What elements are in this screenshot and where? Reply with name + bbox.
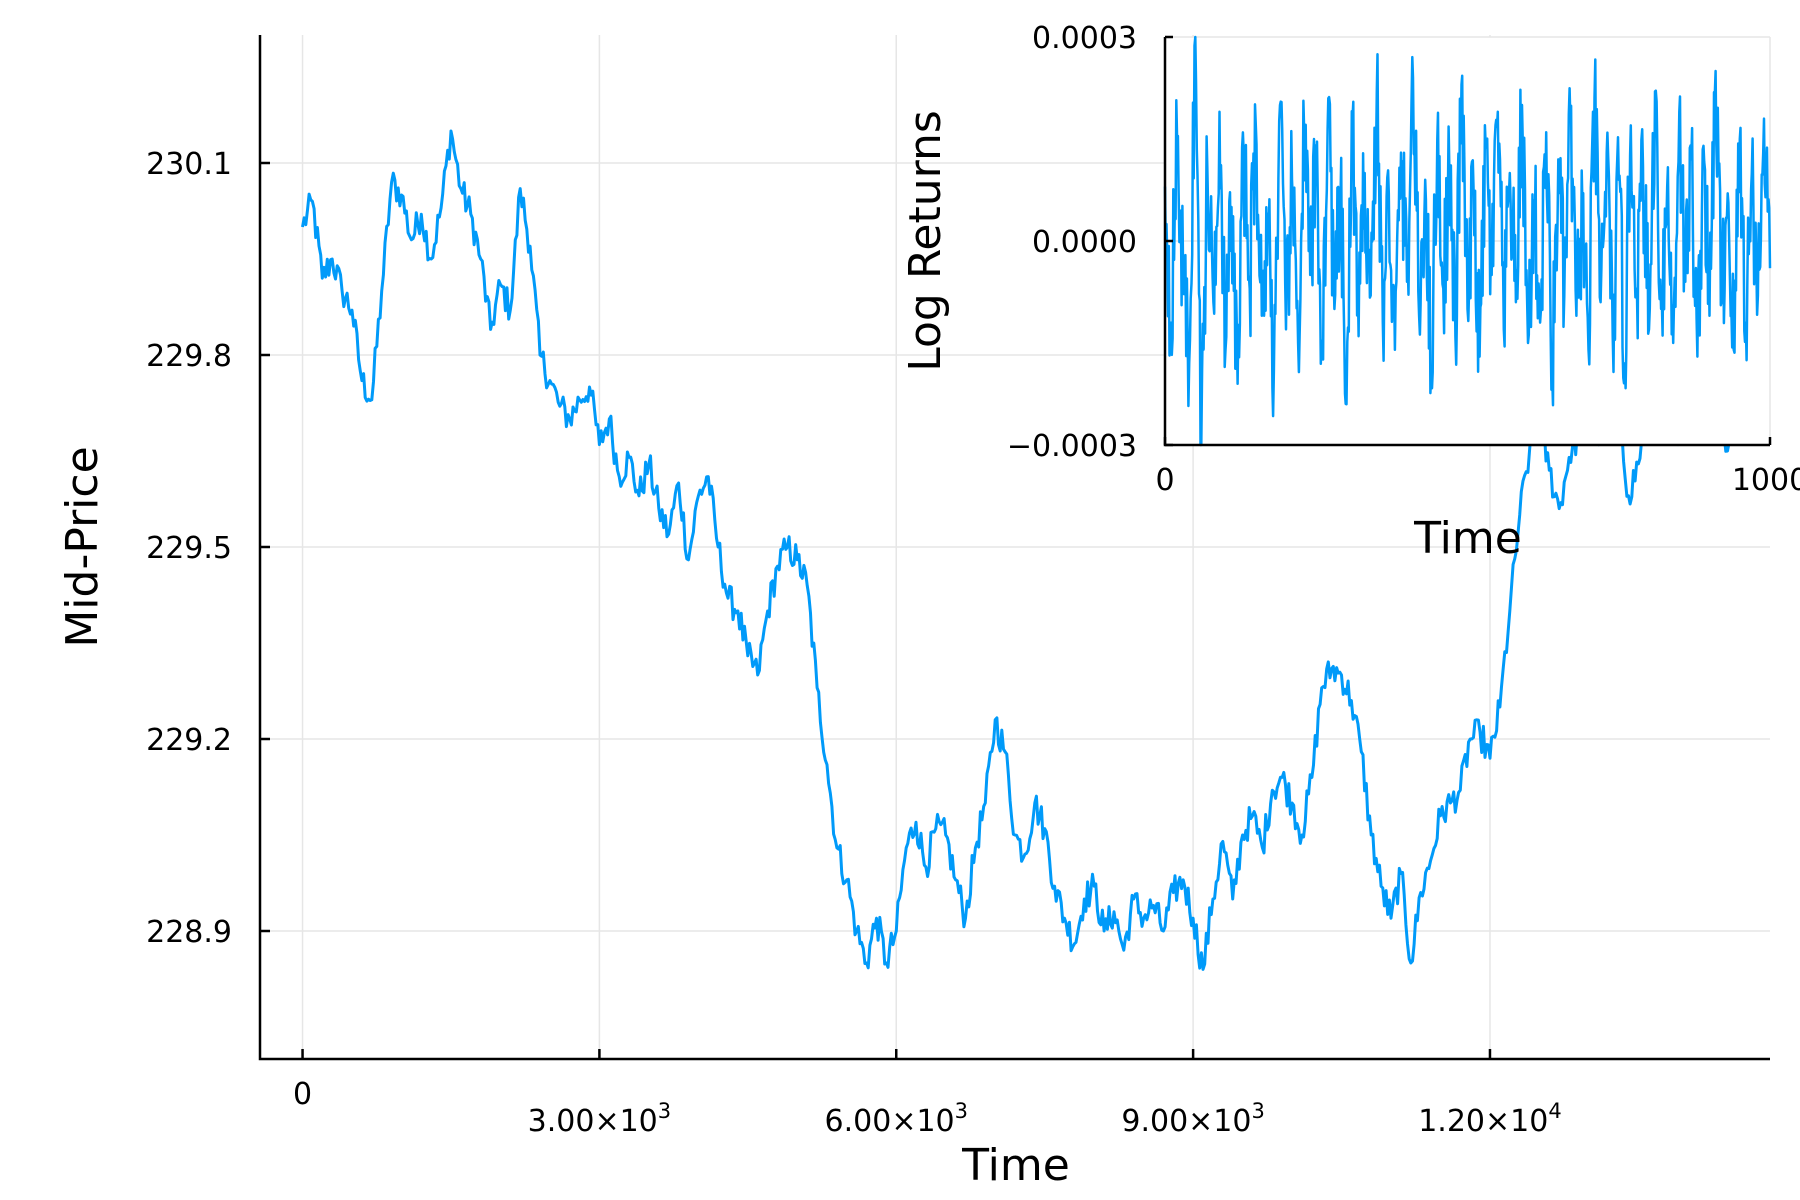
main-x-tick-exponent: 4 [1548,1099,1561,1123]
main-x-tick-label: 6.00×103 [825,1099,968,1139]
inset-returns-line [1163,35,1772,447]
main-x-tick-label: 9.00×103 [1121,1099,1264,1139]
main-y-tick-label: 229.8 [146,339,232,374]
main-x-tick-base: 3.00×10 [528,1104,658,1139]
main-x-tick-base: 9.00×10 [1121,1104,1251,1139]
main-x-tick-label: 1.20×104 [1418,1099,1561,1139]
main-x-axis-label: Time [961,1140,1070,1191]
main-y-tick-label: 229.2 [146,723,232,758]
main-x-tick-exponent: 3 [658,1099,671,1123]
inset-x-tick-label: 1000 [1732,463,1800,498]
main-y-ticks: 228.9 229.2 229.5 229.8 230.1 [146,147,270,950]
inset-x-ticks: 0 1000 [1155,437,1800,498]
inset-y-tick-label: 0.0003 [1032,21,1137,56]
main-price-line [301,129,1769,971]
main-y-tick-label: 229.5 [146,531,232,566]
main-y-tick-label: 228.9 [146,915,232,950]
inset-x-axis-label: Time [1413,513,1522,564]
main-x-tick-base: 1.20×10 [1418,1104,1548,1139]
inset-y-tick-label: −0.0003 [1007,429,1137,464]
inset-x-tick-label: 0 [1155,463,1174,498]
main-x-tick-label: 0 [293,1077,312,1112]
main-y-axis-label: Mid-Price [57,446,108,647]
inset-y-ticks: −0.0003 0.0000 0.0003 [1007,21,1173,464]
main-y-tick-label: 230.1 [146,147,232,182]
main-chart: 03.00×103 6.00×103 9.00×103 1.20×104 228.92… [57,35,1770,1191]
main-x-tick-base: 6.00×10 [825,1104,955,1139]
main-axes [258,35,1770,1061]
main-x-tick-exponent: 3 [1251,1099,1264,1123]
main-x-tick-exponent: 3 [955,1099,968,1123]
main-x-ticks: 03.00×103 6.00×103 9.00×103 1.20×104 [293,1049,1562,1139]
inset-y-axis-label: Log Returns [900,110,951,372]
main-x-tick-label: 3.00×103 [528,1099,671,1139]
inset-chart: 0 1000 −0.0003 0.0000 0.0003 Time Log Retur… [900,21,1800,564]
inset-y-tick-label: 0.0000 [1032,225,1137,260]
